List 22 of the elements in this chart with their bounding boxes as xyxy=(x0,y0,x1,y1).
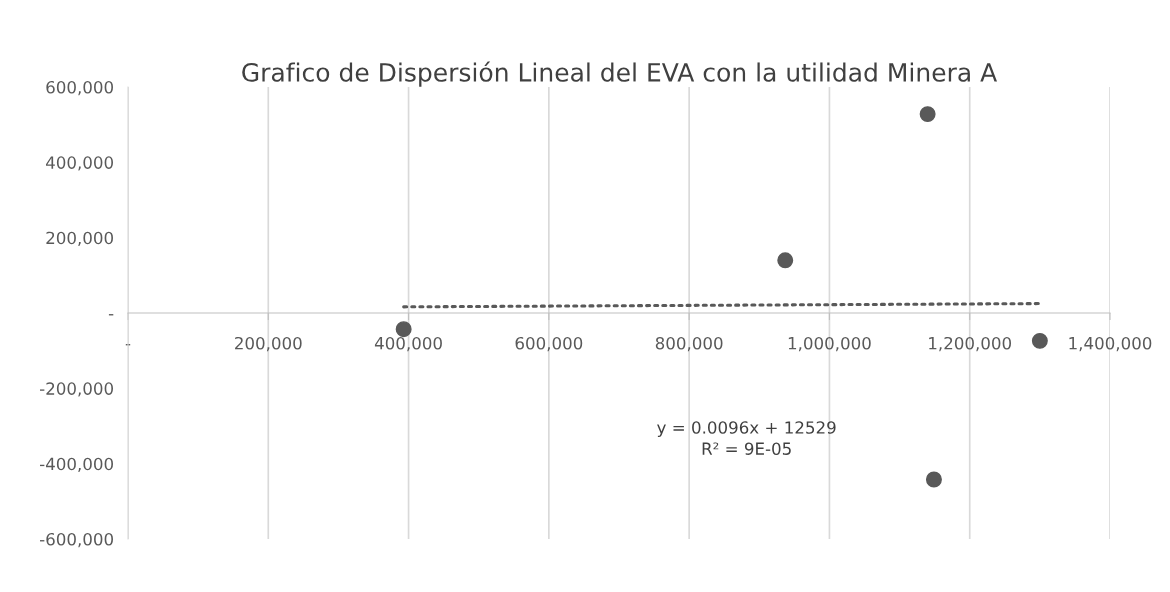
point xyxy=(777,252,794,269)
y-tick-label: 200,000 xyxy=(46,231,113,246)
x-tick-label: 800,000 xyxy=(655,336,723,352)
y-tick-label: -400,000 xyxy=(39,457,113,472)
y-tick-label: -600,000 xyxy=(39,532,113,548)
x-tick-label: 1,000,000 xyxy=(788,336,871,352)
x-tick-label: 400,000 xyxy=(374,336,442,352)
y-tick-label: - xyxy=(108,314,114,316)
chart-title: Grafico de Dispersión Lineal del EVA con la utilidad Minera A xyxy=(242,61,998,87)
point xyxy=(1031,332,1048,349)
point xyxy=(925,471,942,488)
x-tick-label: 200,000 xyxy=(235,336,302,352)
y-tick-label: 400,000 xyxy=(46,156,113,171)
point xyxy=(919,106,936,123)
x-tick-label: - xyxy=(125,344,131,346)
x-tick-label: 1,200,000 xyxy=(929,336,1012,352)
annotation: y = 0.0096x + 12529 R² = 9E-05 xyxy=(657,421,836,455)
y-tick-label: 600,000 xyxy=(46,80,113,96)
x-tick-label: 1,400,000 xyxy=(1069,336,1152,352)
x-tick-label: 600,000 xyxy=(515,336,583,352)
y-tick-label: -200,000 xyxy=(39,382,113,397)
point xyxy=(395,321,412,338)
